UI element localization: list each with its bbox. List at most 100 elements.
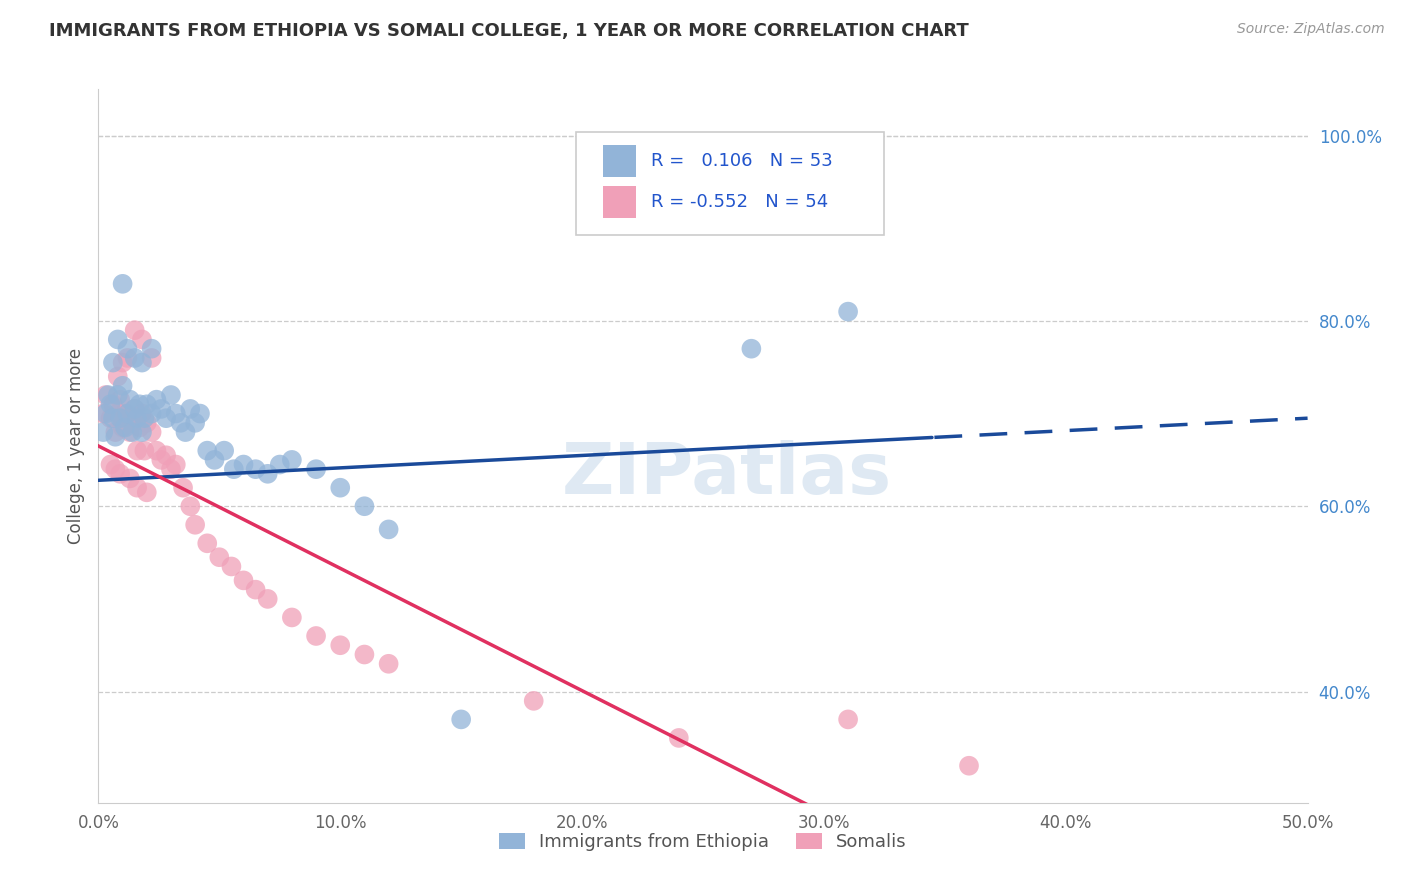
Point	[127, 481, 149, 495]
Point	[118, 392, 141, 407]
Point	[740, 342, 762, 356]
Point	[450, 712, 472, 726]
FancyBboxPatch shape	[603, 186, 637, 218]
Point	[117, 342, 139, 356]
Point	[117, 407, 139, 421]
Point	[121, 425, 143, 439]
Point	[221, 559, 243, 574]
Point	[101, 411, 124, 425]
Point	[114, 407, 136, 421]
Point	[179, 500, 201, 514]
Point	[118, 425, 141, 439]
Point	[108, 467, 131, 481]
Point	[107, 369, 129, 384]
Point	[329, 638, 352, 652]
Point	[117, 411, 139, 425]
Point	[145, 392, 167, 407]
Point	[353, 500, 375, 514]
Point	[245, 582, 267, 597]
Point	[111, 277, 134, 291]
Point	[108, 411, 131, 425]
Point	[165, 458, 187, 472]
Point	[169, 416, 191, 430]
Point	[127, 411, 149, 425]
Point	[174, 425, 197, 439]
Point	[184, 517, 207, 532]
Point	[104, 462, 127, 476]
Point	[111, 420, 134, 434]
Point	[131, 407, 153, 421]
Point	[94, 407, 117, 421]
Point	[91, 407, 114, 421]
Point	[131, 425, 153, 439]
Point	[204, 453, 226, 467]
Point	[135, 416, 157, 430]
Point	[100, 397, 122, 411]
Point	[100, 411, 122, 425]
Point	[101, 355, 124, 369]
Point	[188, 407, 211, 421]
Point	[141, 342, 163, 356]
Point	[145, 443, 167, 458]
Point	[281, 610, 304, 624]
Point	[104, 425, 127, 439]
Point	[128, 397, 150, 411]
Point	[155, 448, 177, 462]
Point	[114, 420, 136, 434]
Point	[111, 378, 134, 392]
Point	[150, 453, 173, 467]
Point	[212, 443, 235, 458]
Text: R =   0.106   N = 53: R = 0.106 N = 53	[651, 152, 832, 169]
Point	[222, 462, 245, 476]
Point	[100, 458, 122, 472]
Point	[108, 392, 131, 407]
Point	[232, 574, 254, 588]
Point	[128, 420, 150, 434]
Text: IMMIGRANTS FROM ETHIOPIA VS SOMALI COLLEGE, 1 YEAR OR MORE CORRELATION CHART: IMMIGRANTS FROM ETHIOPIA VS SOMALI COLLE…	[49, 22, 969, 40]
Point	[305, 629, 328, 643]
Point	[124, 401, 146, 416]
Point	[101, 397, 124, 411]
Point	[179, 401, 201, 416]
Text: Source: ZipAtlas.com: Source: ZipAtlas.com	[1237, 22, 1385, 37]
Point	[195, 536, 218, 550]
Point	[245, 462, 267, 476]
Point	[523, 694, 546, 708]
Point	[121, 416, 143, 430]
Point	[107, 407, 129, 421]
Point	[141, 351, 163, 365]
Point	[837, 304, 859, 318]
Point	[668, 731, 690, 745]
Point	[256, 591, 278, 606]
Point	[165, 407, 187, 421]
Point	[184, 416, 207, 430]
Point	[837, 712, 859, 726]
Point	[957, 758, 980, 772]
FancyBboxPatch shape	[603, 145, 637, 177]
Point	[134, 411, 156, 425]
Point	[155, 411, 177, 425]
Point	[104, 430, 127, 444]
Y-axis label: College, 1 year or more: College, 1 year or more	[66, 348, 84, 544]
Point	[91, 425, 114, 439]
Point	[160, 388, 183, 402]
Point	[111, 355, 134, 369]
Text: R = -0.552   N = 54: R = -0.552 N = 54	[651, 193, 828, 211]
Point	[127, 443, 149, 458]
Point	[118, 471, 141, 485]
Point	[269, 458, 291, 472]
Legend: Immigrants from Ethiopia, Somalis: Immigrants from Ethiopia, Somalis	[492, 825, 914, 858]
Point	[160, 462, 183, 476]
Point	[329, 481, 352, 495]
Point	[135, 397, 157, 411]
Point	[107, 388, 129, 402]
Point	[353, 648, 375, 662]
Point	[94, 388, 117, 402]
Point	[131, 333, 153, 347]
Point	[117, 351, 139, 365]
Point	[256, 467, 278, 481]
Point	[107, 333, 129, 347]
Point	[141, 425, 163, 439]
Point	[281, 453, 304, 467]
Point	[150, 401, 173, 416]
